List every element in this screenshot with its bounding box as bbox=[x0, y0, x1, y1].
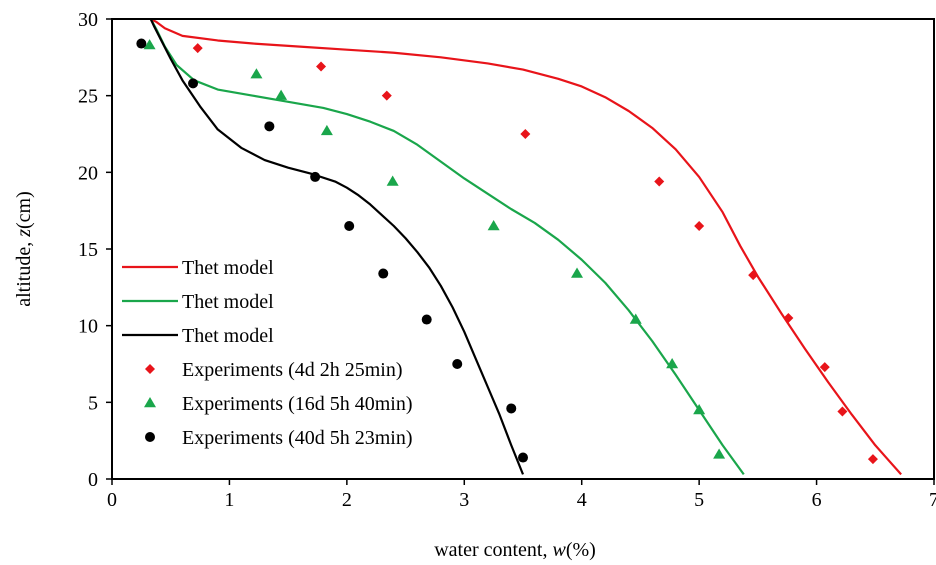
data-point bbox=[188, 78, 199, 89]
data-point bbox=[819, 362, 830, 373]
data-point bbox=[143, 39, 156, 50]
data-point bbox=[571, 267, 584, 278]
data-point bbox=[654, 176, 665, 187]
data-point bbox=[783, 313, 794, 323]
y-tick-label: 30 bbox=[78, 9, 98, 31]
data-point bbox=[629, 313, 642, 324]
series-points-3 bbox=[192, 43, 878, 465]
x-tick-label: 0 bbox=[107, 489, 117, 511]
x-tick-label: 1 bbox=[224, 489, 234, 511]
legend-label: Experiments (40d 5h 23min) bbox=[182, 427, 413, 449]
data-point bbox=[344, 221, 355, 231]
x-axis-title-prefix: water content, bbox=[434, 539, 552, 561]
legend-label: Experiments (16d 5h 40min) bbox=[182, 393, 413, 415]
axes: 0 1 2 3 4 5 6 7 0 5 10 15 20 25 30 bbox=[78, 9, 936, 511]
data-point bbox=[136, 38, 147, 49]
y-axis-title-prefix: altitude, bbox=[13, 237, 35, 307]
y-tick-label: 25 bbox=[78, 86, 98, 108]
y-tick-label: 0 bbox=[88, 469, 98, 491]
data-point bbox=[264, 121, 275, 132]
y-tick-label: 15 bbox=[78, 239, 98, 261]
x-tick-label: 7 bbox=[929, 489, 936, 511]
data-point bbox=[693, 404, 706, 415]
data-point bbox=[666, 358, 679, 369]
data-point bbox=[694, 221, 705, 231]
data-point bbox=[518, 452, 528, 463]
legend-label: Thet model bbox=[182, 291, 274, 313]
data-point bbox=[250, 68, 263, 79]
plot-area bbox=[136, 18, 902, 476]
legend-label: Thet model bbox=[182, 325, 274, 347]
series-points-5 bbox=[136, 38, 528, 463]
data-point bbox=[320, 124, 333, 136]
legend-marker-swatch bbox=[144, 397, 156, 408]
data-point bbox=[748, 270, 759, 281]
x-tick-label: 5 bbox=[694, 489, 704, 511]
x-tick-label: 6 bbox=[812, 489, 822, 511]
x-axis-title-suffix: (%) bbox=[566, 539, 596, 561]
data-point bbox=[506, 403, 517, 414]
y-axis-title: altitude, z(cm) bbox=[13, 191, 35, 307]
data-point bbox=[421, 314, 432, 325]
y-tick-label: 5 bbox=[88, 392, 98, 414]
x-tick-label: 4 bbox=[577, 489, 587, 511]
data-point bbox=[381, 90, 392, 101]
data-point bbox=[316, 61, 327, 72]
data-point bbox=[520, 129, 531, 139]
y-tick-label: 10 bbox=[78, 316, 98, 338]
data-point bbox=[837, 406, 848, 417]
y-axis-title-variable: z bbox=[13, 229, 35, 238]
data-point bbox=[310, 171, 321, 182]
data-point bbox=[713, 448, 726, 459]
x-tick-label: 3 bbox=[459, 489, 469, 511]
x-axis-title: water content, w(%) bbox=[434, 539, 596, 561]
x-axis-title-variable: w bbox=[552, 539, 566, 561]
data-point bbox=[275, 89, 288, 100]
y-axis-title-suffix: (cm) bbox=[13, 191, 35, 229]
legend: Thet model Thet model Thet model Experiment… bbox=[122, 257, 413, 449]
x-tick-label: 2 bbox=[342, 489, 352, 511]
data-point bbox=[867, 454, 878, 465]
series-line-2 bbox=[149, 18, 525, 475]
data-point bbox=[452, 359, 463, 369]
data-point bbox=[192, 43, 203, 54]
data-point bbox=[378, 268, 389, 279]
data-point bbox=[386, 175, 399, 186]
y-tick-label: 20 bbox=[78, 162, 98, 184]
series-line-0 bbox=[150, 18, 902, 476]
legend-marker-swatch bbox=[145, 432, 155, 442]
legend-label: Experiments (4d 2h 25min) bbox=[182, 359, 403, 381]
legend-marker-swatch bbox=[145, 364, 155, 374]
legend-label: Thet model bbox=[182, 257, 274, 279]
data-point bbox=[487, 220, 500, 231]
series-line-1 bbox=[149, 18, 745, 476]
series-points-4 bbox=[143, 39, 726, 459]
